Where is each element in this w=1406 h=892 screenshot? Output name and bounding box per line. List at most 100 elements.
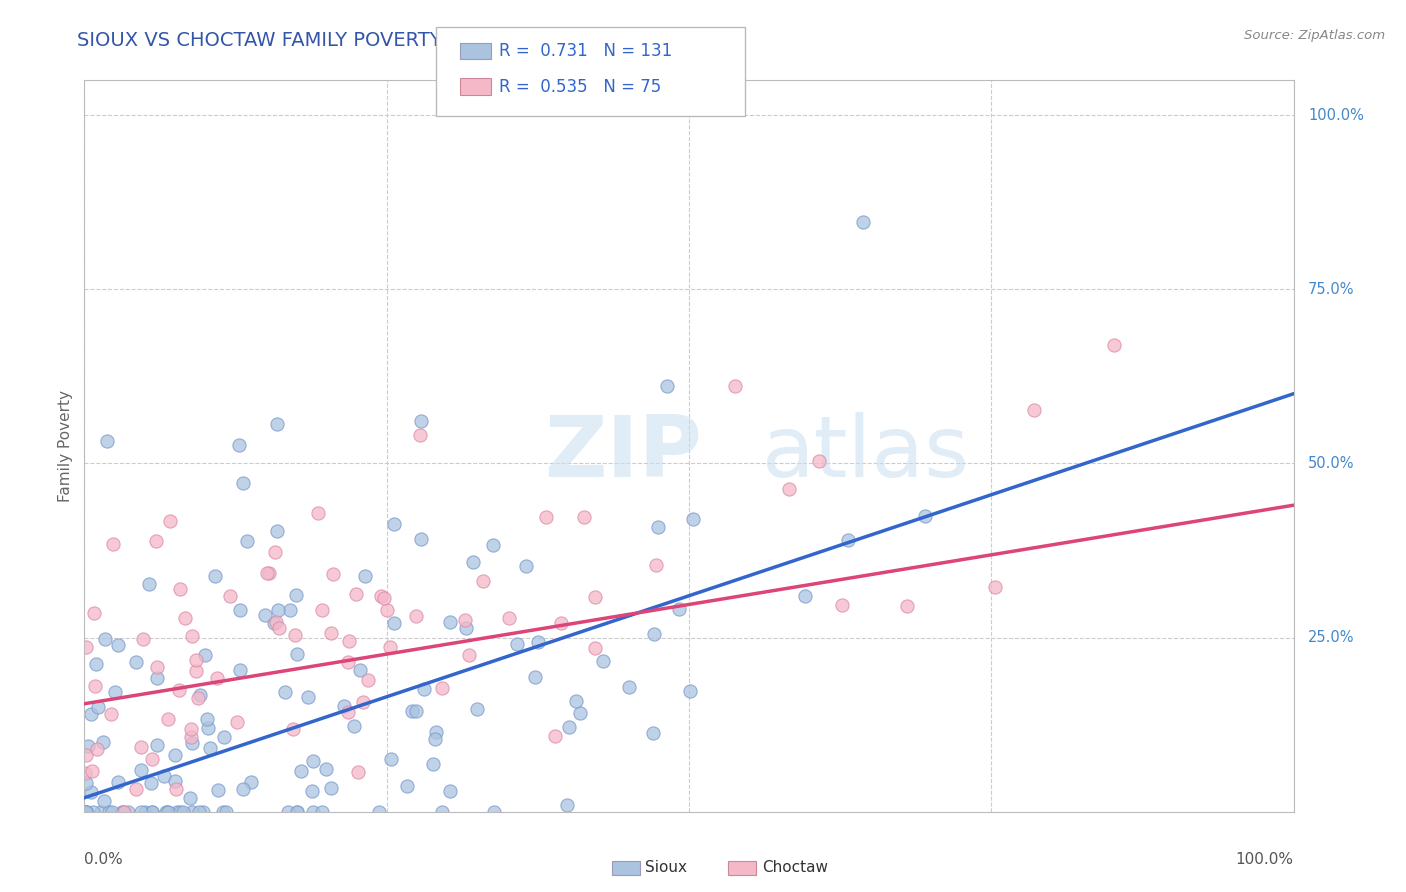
Point	[461, 555, 484, 569]
Point	[132, 632, 155, 646]
Point	[80, 785, 103, 799]
Point	[180, 722, 202, 736]
Point	[524, 670, 547, 684]
Point	[679, 684, 702, 698]
Point	[412, 682, 434, 697]
Point	[290, 764, 312, 779]
Point	[104, 684, 127, 698]
Point	[456, 621, 478, 635]
Point	[565, 694, 588, 708]
Point	[378, 640, 401, 654]
Point	[163, 773, 186, 788]
Text: Source: ZipAtlas.com: Source: ZipAtlas.com	[1244, 29, 1385, 42]
Point	[212, 805, 235, 819]
Point	[165, 781, 187, 796]
Point	[645, 558, 668, 573]
Point	[283, 722, 305, 736]
Point	[1102, 338, 1125, 352]
Point	[285, 805, 308, 819]
Point	[458, 648, 481, 662]
Point	[86, 742, 108, 756]
Point	[807, 454, 830, 468]
Point	[156, 805, 179, 819]
Point	[84, 679, 107, 693]
Point	[91, 735, 114, 749]
Point	[302, 755, 325, 769]
Point	[181, 736, 204, 750]
Point	[232, 782, 254, 797]
Point	[180, 730, 202, 744]
Point	[583, 641, 606, 656]
Point	[285, 647, 308, 661]
Point	[347, 764, 370, 779]
Point	[375, 603, 398, 617]
Point	[550, 615, 572, 630]
Point	[207, 783, 229, 797]
Point	[277, 805, 299, 819]
Point	[411, 532, 433, 546]
Point	[172, 805, 194, 819]
Point	[263, 545, 285, 559]
Point	[357, 673, 380, 688]
Text: ZIP: ZIP	[544, 412, 702, 495]
Point	[498, 611, 520, 625]
Point	[337, 655, 360, 669]
Point	[125, 781, 148, 796]
Point	[232, 476, 254, 491]
Point	[229, 663, 252, 677]
Point	[101, 537, 124, 551]
Point	[188, 805, 211, 819]
Point	[422, 757, 444, 772]
Point	[544, 729, 567, 743]
Point	[482, 805, 505, 819]
Point	[454, 613, 477, 627]
Point	[145, 660, 167, 674]
Point	[82, 764, 104, 778]
Point	[184, 664, 207, 678]
Point	[79, 706, 101, 721]
Point	[240, 775, 263, 789]
Point	[319, 781, 342, 796]
Point	[186, 653, 208, 667]
Point	[129, 805, 152, 819]
Point	[315, 762, 337, 776]
Point	[302, 805, 325, 819]
Point	[198, 740, 221, 755]
Point	[263, 616, 285, 631]
Point	[837, 533, 859, 548]
Point	[125, 656, 148, 670]
Point	[157, 805, 180, 819]
Point	[77, 739, 100, 753]
Point	[405, 704, 427, 718]
Point	[592, 654, 614, 668]
Point	[284, 588, 307, 602]
Point	[83, 606, 105, 620]
Point	[75, 766, 97, 780]
Point	[297, 690, 319, 704]
Point	[139, 776, 162, 790]
Point	[534, 510, 557, 524]
Point	[409, 427, 432, 442]
Point	[179, 791, 201, 805]
Point	[169, 582, 191, 597]
Point	[219, 589, 242, 603]
Point	[643, 627, 665, 641]
Point	[506, 637, 529, 651]
Point	[1022, 403, 1045, 417]
Point	[257, 566, 280, 580]
Text: 100.0%: 100.0%	[1236, 852, 1294, 867]
Point	[439, 615, 461, 629]
Point	[831, 598, 853, 612]
Point	[134, 805, 156, 819]
Point	[94, 632, 117, 647]
Point	[75, 805, 97, 819]
Point	[555, 798, 578, 813]
Point	[723, 379, 745, 393]
Point	[307, 506, 329, 520]
Point	[481, 538, 503, 552]
Point	[75, 640, 97, 654]
Point	[264, 615, 287, 629]
Point	[194, 648, 217, 662]
Y-axis label: Family Poverty: Family Poverty	[58, 390, 73, 502]
Point	[82, 805, 104, 819]
